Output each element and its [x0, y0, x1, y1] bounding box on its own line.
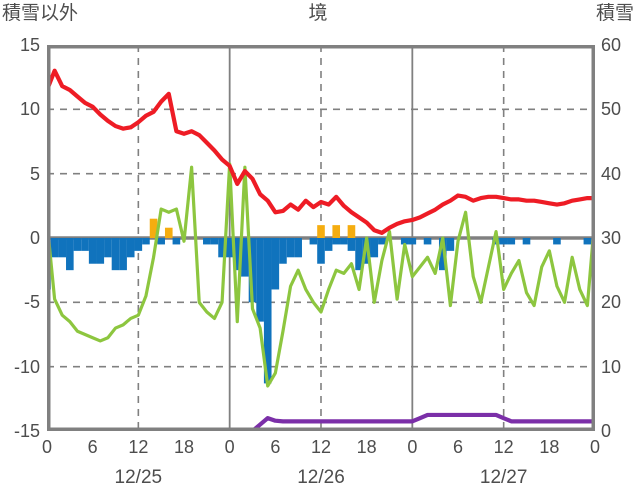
plot-frame — [47, 45, 595, 431]
date-label: 12/26 — [297, 467, 345, 488]
right-axis-tick: 30 — [601, 228, 622, 248]
x-axis-tick: 0 — [41, 437, 52, 457]
x-axis-tick: 6 — [452, 437, 463, 457]
x-axis-tick: 18 — [173, 437, 195, 457]
x-axis-tick: 18 — [356, 437, 377, 457]
right-axis-tick: 40 — [601, 163, 622, 184]
chart-svg — [47, 45, 595, 431]
left-axis-tick: 0 — [29, 228, 40, 248]
x-axis-tick: 12 — [128, 437, 149, 457]
x-axis-tick: 18 — [539, 437, 560, 457]
left-axis-tick: 15 — [19, 35, 40, 55]
x-axis-tick: 0 — [224, 437, 235, 457]
left-axis-title: 積雪以外 — [2, 3, 79, 24]
x-axis-tick: 0 — [589, 437, 600, 457]
chart-title: 境 — [308, 3, 328, 24]
date-label: 12/27 — [479, 467, 528, 488]
left-axis-tick: 5 — [29, 163, 40, 184]
x-axis-tick: 12 — [493, 437, 514, 457]
right-axis-tick: 10 — [601, 356, 622, 377]
wind-line — [47, 162, 595, 388]
x-axis-tick: 0 — [407, 437, 418, 457]
left-axis-tick: -15 — [13, 421, 40, 441]
snowfall-bars — [149, 218, 356, 238]
right-axis-tick: 50 — [601, 99, 622, 120]
left-axis-tick: -10 — [13, 356, 40, 377]
right-axis-tick: 20 — [601, 292, 622, 313]
left-axis-tick: 10 — [19, 99, 40, 120]
temperature-line — [47, 68, 595, 235]
x-axis-tick: 6 — [270, 437, 281, 457]
x-axis-tick: 6 — [87, 437, 98, 457]
snowdepth-line — [47, 412, 595, 431]
x-axis-tick: 12 — [310, 437, 332, 457]
date-label: 12/25 — [114, 467, 163, 488]
left-axis-tick: -5 — [23, 292, 40, 313]
right-axis-title: 積雪 — [595, 3, 634, 24]
right-axis-tick: 0 — [601, 421, 612, 441]
plot-area — [47, 45, 595, 431]
right-axis-tick: 60 — [601, 35, 622, 55]
